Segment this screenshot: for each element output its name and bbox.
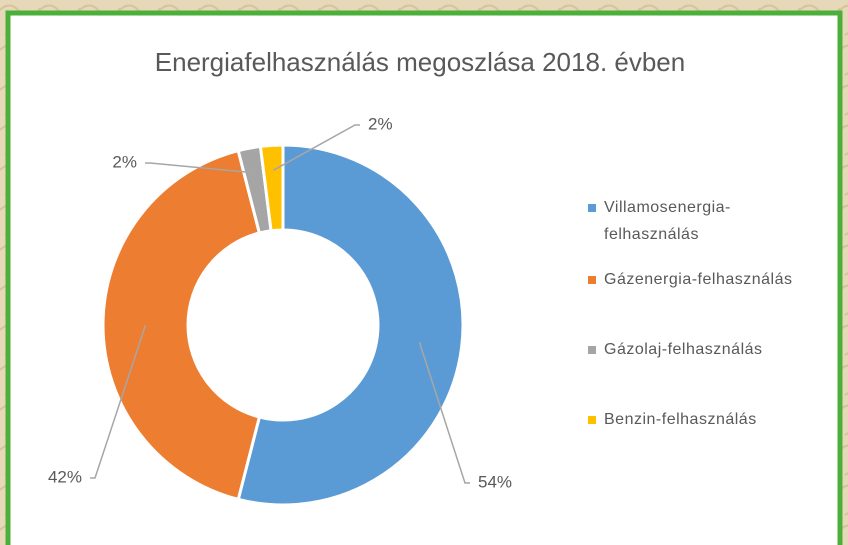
leader-line: [272, 124, 360, 171]
leader-line: [90, 324, 147, 479]
legend-marker: [588, 204, 596, 212]
legend-label: Villamosenergia-felhasználás: [604, 199, 731, 243]
legend-label-line: felhasználás: [604, 226, 699, 243]
chart-title: Energiafelhasználás megoszlása 2018. évb…: [155, 47, 685, 77]
legend-label-line: Villamosenergia-: [604, 199, 731, 216]
leader-line: [418, 342, 470, 484]
legend-marker: [588, 416, 596, 424]
legend-marker: [588, 276, 596, 284]
data-label: 2%: [112, 152, 137, 171]
donut-slice: [236, 143, 465, 507]
data-label: 42%: [48, 467, 82, 486]
legend-label: Gázenergia-felhasználás: [604, 271, 793, 288]
legend-marker: [588, 346, 596, 354]
legend-label: Benzin-felhasználás: [604, 411, 757, 428]
data-label: 54%: [478, 472, 512, 491]
legend-label: Gázolaj-felhasználás: [604, 341, 763, 358]
data-label: 2%: [368, 114, 393, 133]
donut-slice: [258, 143, 285, 233]
leader-line: [145, 162, 255, 174]
